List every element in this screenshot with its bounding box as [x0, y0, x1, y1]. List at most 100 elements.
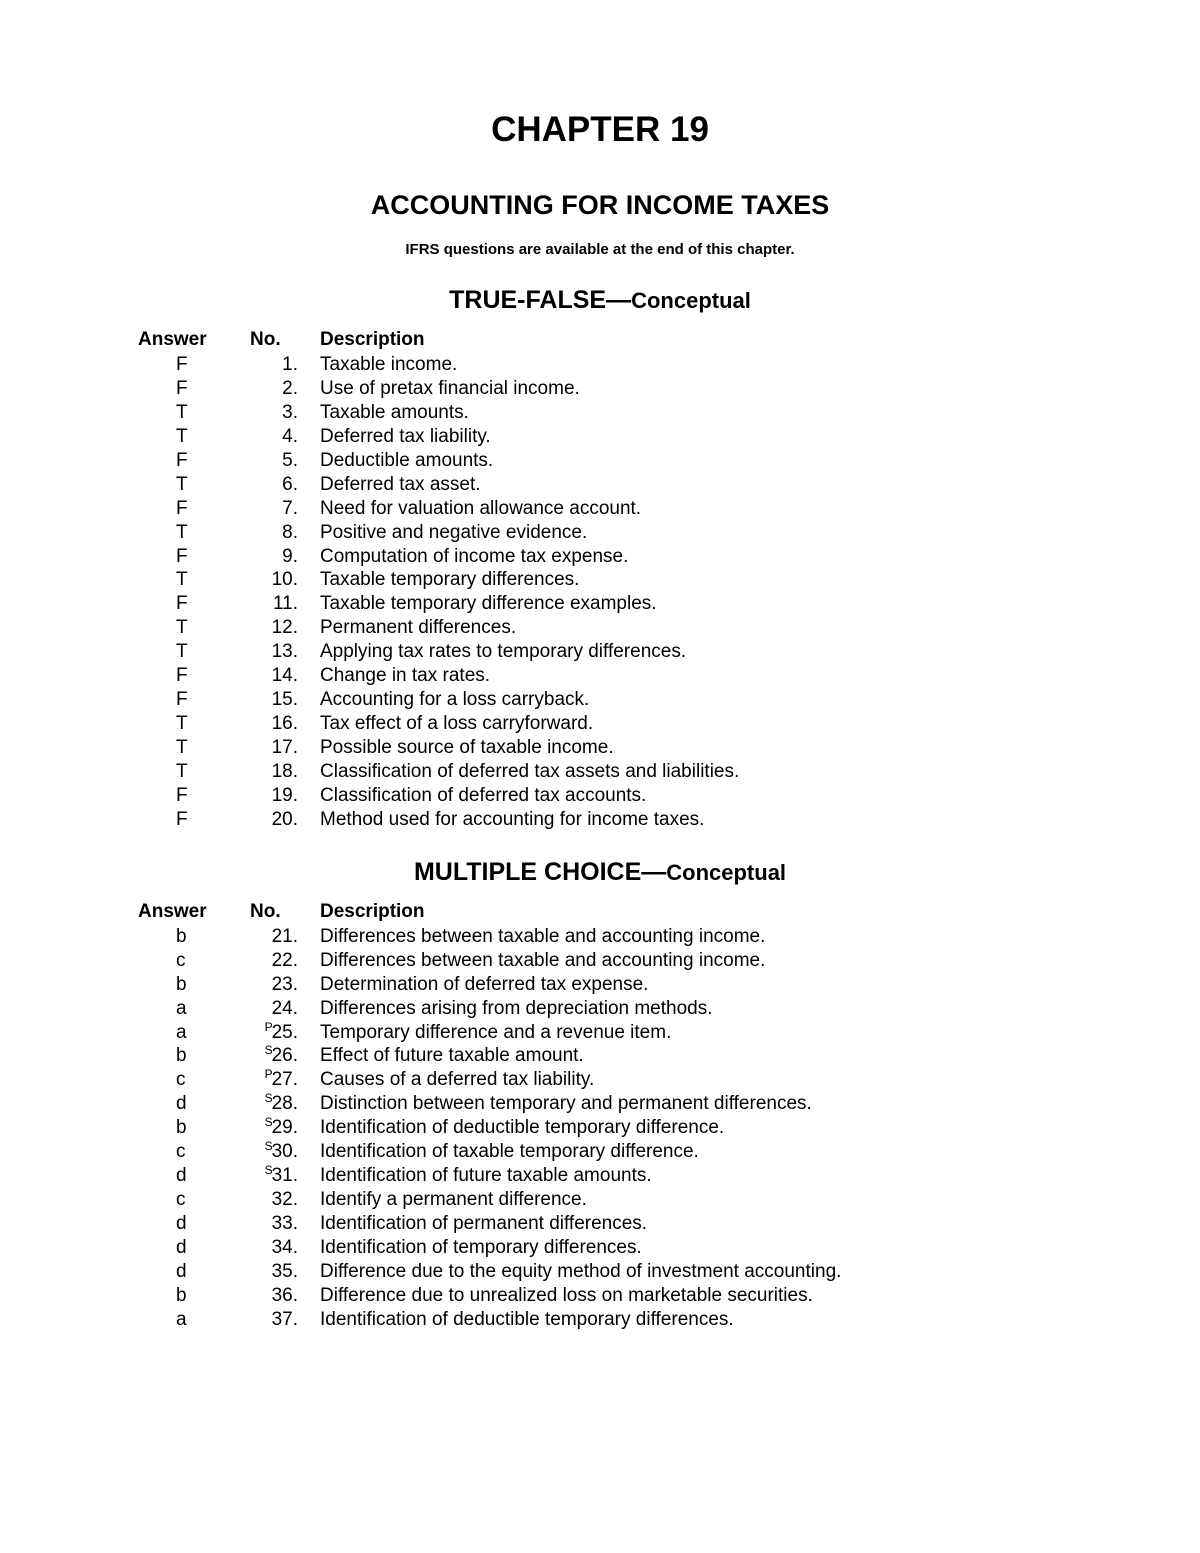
table-header-row: AnswerNo.Description	[138, 329, 1070, 351]
question-number: 5.	[282, 450, 298, 471]
description-cell: Computation of income tax expense.	[320, 545, 1070, 569]
number-cell: 24.	[250, 997, 320, 1021]
table-row: c 22. Differences between taxable and acco…	[138, 949, 1070, 973]
number-cell: 35.	[250, 1260, 320, 1284]
table-row: d34.Identification of temporary differen…	[138, 1236, 1070, 1260]
number-cell: P25.	[250, 1021, 320, 1045]
answer-cell: a	[138, 1021, 250, 1045]
number-cell: S26.	[250, 1044, 320, 1068]
answer-cell: F	[138, 592, 250, 616]
answer-cell: d	[138, 1212, 250, 1236]
question-number: 31.	[272, 1165, 298, 1186]
answer-cell: b	[138, 925, 250, 949]
answer-cell: b	[138, 1044, 250, 1068]
question-number: 35.	[272, 1261, 298, 1282]
answer-cell: T	[138, 712, 250, 736]
ifrs-note: IFRS questions are available at the end …	[130, 241, 1070, 258]
answer-cell: c	[138, 949, 250, 973]
description-cell: Identification of temporary differences.	[320, 1236, 1070, 1260]
answer-cell: b	[138, 1284, 250, 1308]
answer-cell: b	[138, 1116, 250, 1140]
answer-cell: a	[138, 1308, 250, 1332]
number-cell: 37.	[250, 1308, 320, 1332]
description-cell: Differences between taxable and accounti…	[320, 925, 1070, 949]
table-row: F1.Taxable income.	[138, 353, 1070, 377]
description-cell: Distinction between temporary and perman…	[320, 1092, 1070, 1116]
question-number: 12.	[272, 617, 298, 638]
number-cell: 11.	[250, 592, 320, 616]
description-cell: Applying tax rates to temporary differen…	[320, 640, 1070, 664]
number-cell: 10.	[250, 568, 320, 592]
answer-cell: F	[138, 353, 250, 377]
answer-cell: T	[138, 521, 250, 545]
table-row: aP25.Temporary difference and a revenue …	[138, 1021, 1070, 1045]
answer-cell: d	[138, 1164, 250, 1188]
question-number: 7.	[282, 498, 298, 519]
description-cell: Method used for accounting for income ta…	[320, 808, 1070, 832]
description-cell: Difference due to unrealized loss on mar…	[320, 1284, 1070, 1308]
number-cell: 23.	[250, 973, 320, 997]
description-cell: Taxable temporary differences.	[320, 568, 1070, 592]
question-number: 9.	[282, 546, 298, 567]
question-number: 6.	[282, 474, 298, 495]
number-cell: 3.	[250, 401, 320, 425]
table-row: F11.Taxable temporary difference example…	[138, 592, 1070, 616]
description-cell: Tax effect of a loss carryforward.	[320, 712, 1070, 736]
question-number: 17.	[272, 737, 298, 758]
superscript: S	[265, 1115, 273, 1129]
question-number: 19.	[272, 785, 298, 806]
answer-cell: T	[138, 640, 250, 664]
number-cell: 32.	[250, 1188, 320, 1212]
superscript: S	[265, 1091, 273, 1105]
section-heading-sub: Conceptual	[631, 288, 751, 313]
question-number: 22.	[272, 950, 298, 971]
section-heading: TRUE-FALSE—Conceptual	[130, 286, 1070, 315]
header-no: No.	[250, 901, 320, 923]
table-row: a37.Identification of deductible tempora…	[138, 1308, 1070, 1332]
description-cell: Accounting for a loss carryback.	[320, 688, 1070, 712]
table-row: T3.Taxable amounts.	[138, 401, 1070, 425]
answer-cell: F	[138, 497, 250, 521]
number-cell: S29.	[250, 1116, 320, 1140]
header-answer: Answer	[138, 329, 250, 351]
table-row: bS29.Identification of deductible tempor…	[138, 1116, 1070, 1140]
table-row: F20.Method used for accounting for incom…	[138, 808, 1070, 832]
answer-cell: T	[138, 568, 250, 592]
number-cell: 17.	[250, 736, 320, 760]
number-cell: 6.	[250, 473, 320, 497]
description-cell: Determination of deferred tax expense.	[320, 973, 1070, 997]
answer-cell: c	[138, 1140, 250, 1164]
number-cell: 8.	[250, 521, 320, 545]
table-row: F2.Use of pretax financial income.	[138, 377, 1070, 401]
answer-cell: d	[138, 1260, 250, 1284]
description-cell: Permanent differences.	[320, 616, 1070, 640]
number-cell: 2.	[250, 377, 320, 401]
header-answer: Answer	[138, 901, 250, 923]
description-cell: Taxable temporary difference examples.	[320, 592, 1070, 616]
table-row: T13.Applying tax rates to temporary diff…	[138, 640, 1070, 664]
question-table: AnswerNo.DescriptionF1.Taxable income.F2…	[138, 329, 1070, 832]
description-cell: Deferred tax asset.	[320, 473, 1070, 497]
answer-cell: T	[138, 401, 250, 425]
question-number: 18.	[272, 761, 298, 782]
header-no: No.	[250, 329, 320, 351]
section-heading-main: MULTIPLE CHOICE—	[414, 858, 666, 886]
answer-cell: d	[138, 1236, 250, 1260]
number-cell: 13.	[250, 640, 320, 664]
description-cell: Differences between taxable and accounti…	[320, 949, 1070, 973]
superscript: S	[265, 1163, 273, 1177]
number-cell: 1.	[250, 353, 320, 377]
question-number: 3.	[282, 402, 298, 423]
description-cell: Identification of future taxable amounts…	[320, 1164, 1070, 1188]
question-number: 20.	[272, 809, 298, 830]
question-number: 10.	[272, 569, 298, 590]
number-cell: 22.	[250, 949, 320, 973]
table-row: c32.Identify a permanent difference.	[138, 1188, 1070, 1212]
section-heading: MULTIPLE CHOICE—Conceptual	[130, 858, 1070, 887]
number-cell: 16.	[250, 712, 320, 736]
table-row: b23.Determination of deferred tax expens…	[138, 973, 1070, 997]
description-cell: Identification of deductible temporary d…	[320, 1308, 1070, 1332]
table-header-row: AnswerNo.Description	[138, 901, 1070, 923]
answer-cell: F	[138, 377, 250, 401]
answer-cell: T	[138, 473, 250, 497]
